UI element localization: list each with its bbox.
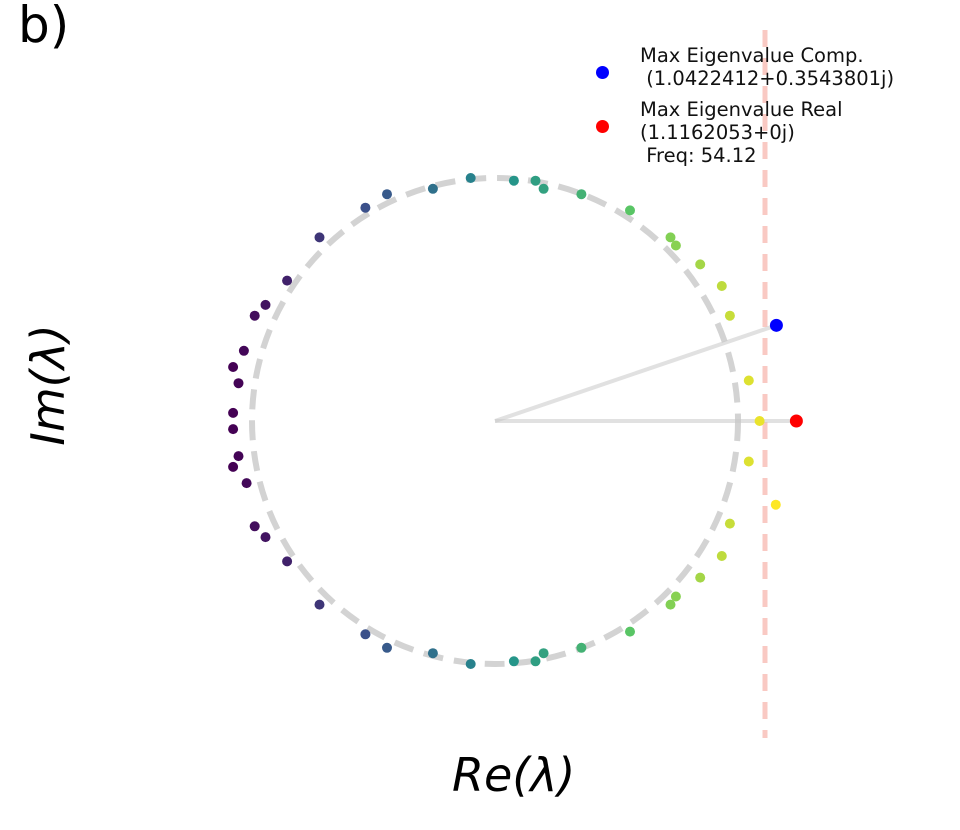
legend-label-real: Max Eigenvalue Real (1.1162053+0j) Freq:… [640,98,843,167]
eigenvalue-point [743,375,754,386]
eigenvalue-point [427,648,438,659]
y-axis-label: Im(λ) [21,324,75,446]
legend-item-real: Max Eigenvalue Real (1.1162053+0j) Freq:… [586,98,936,167]
eigenvalue-point [695,572,706,583]
eigenvalue-point [530,175,541,186]
eigenvalue-point [382,642,392,653]
eigenvalue-point [465,659,476,669]
eigenvalue-point [538,648,549,659]
eigenvalue-point [716,281,727,291]
eigenvalue-point [724,310,735,321]
eigenvalue-point [241,478,252,489]
eigenvalue-point [360,202,371,213]
eigenvalue-point [754,416,765,426]
eigenvalue-point [282,275,293,286]
legend-marker-real [596,120,609,133]
panel-label: b) [18,0,70,54]
eigenvalue-point [695,259,706,270]
max-eigenvalue-real-point [789,414,803,428]
eigenvalue-point [770,499,781,510]
eigenvalue-point [508,175,519,186]
eigenvalue-point [625,626,635,637]
eigenvalue-point [260,299,271,310]
eigenvalue-point [282,556,293,567]
eigenvalue-point [670,240,681,251]
eigenvalue-point [670,591,681,602]
eigenvalue-point [228,461,239,472]
max-eigenvalue-complex-point [769,318,783,332]
eigenvalue-point [233,451,244,462]
eigenvalue-point [314,232,325,243]
eigenvalue-point [249,521,260,532]
eigenvalue-point [233,378,244,389]
eigenvalue-point [724,518,735,529]
legend-label-complex: Max Eigenvalue Comp. (1.0422412+0.354380… [640,44,895,90]
eigenvalue-point [228,407,239,418]
eigenvalue-point [716,551,727,561]
eigenvalue-point [260,532,271,543]
eigenvalue-point [576,642,587,653]
eigenvalue-ray-complex [494,323,778,423]
legend-marker-complex [596,66,609,79]
eigenvalue-point [665,599,676,610]
eigenvalue-point [665,232,676,243]
eigenvalue-point [249,310,260,321]
eigenvalue-point [238,345,249,356]
eigenvalue-point [465,173,476,183]
x-axis-label: Re(λ) [452,748,576,802]
eigenvalue-point [427,183,438,194]
eigenvalue-point [314,599,325,610]
eigenvalue-point [228,424,239,435]
legend: Max Eigenvalue Comp. (1.0422412+0.354380… [586,44,936,175]
eigenvalue-point [360,629,371,640]
eigenvalue-point [625,205,635,216]
eigenvalue-point [743,456,754,467]
legend-item-complex: Max Eigenvalue Comp. (1.0422412+0.354380… [586,44,936,90]
eigenvalue-point [530,656,541,667]
eigenvalue-point [228,362,239,372]
eigenvalue-point [576,189,587,200]
eigenvalue-point [538,183,549,194]
eigenvalue-point [508,656,519,667]
eigenvalue-point [382,189,392,200]
